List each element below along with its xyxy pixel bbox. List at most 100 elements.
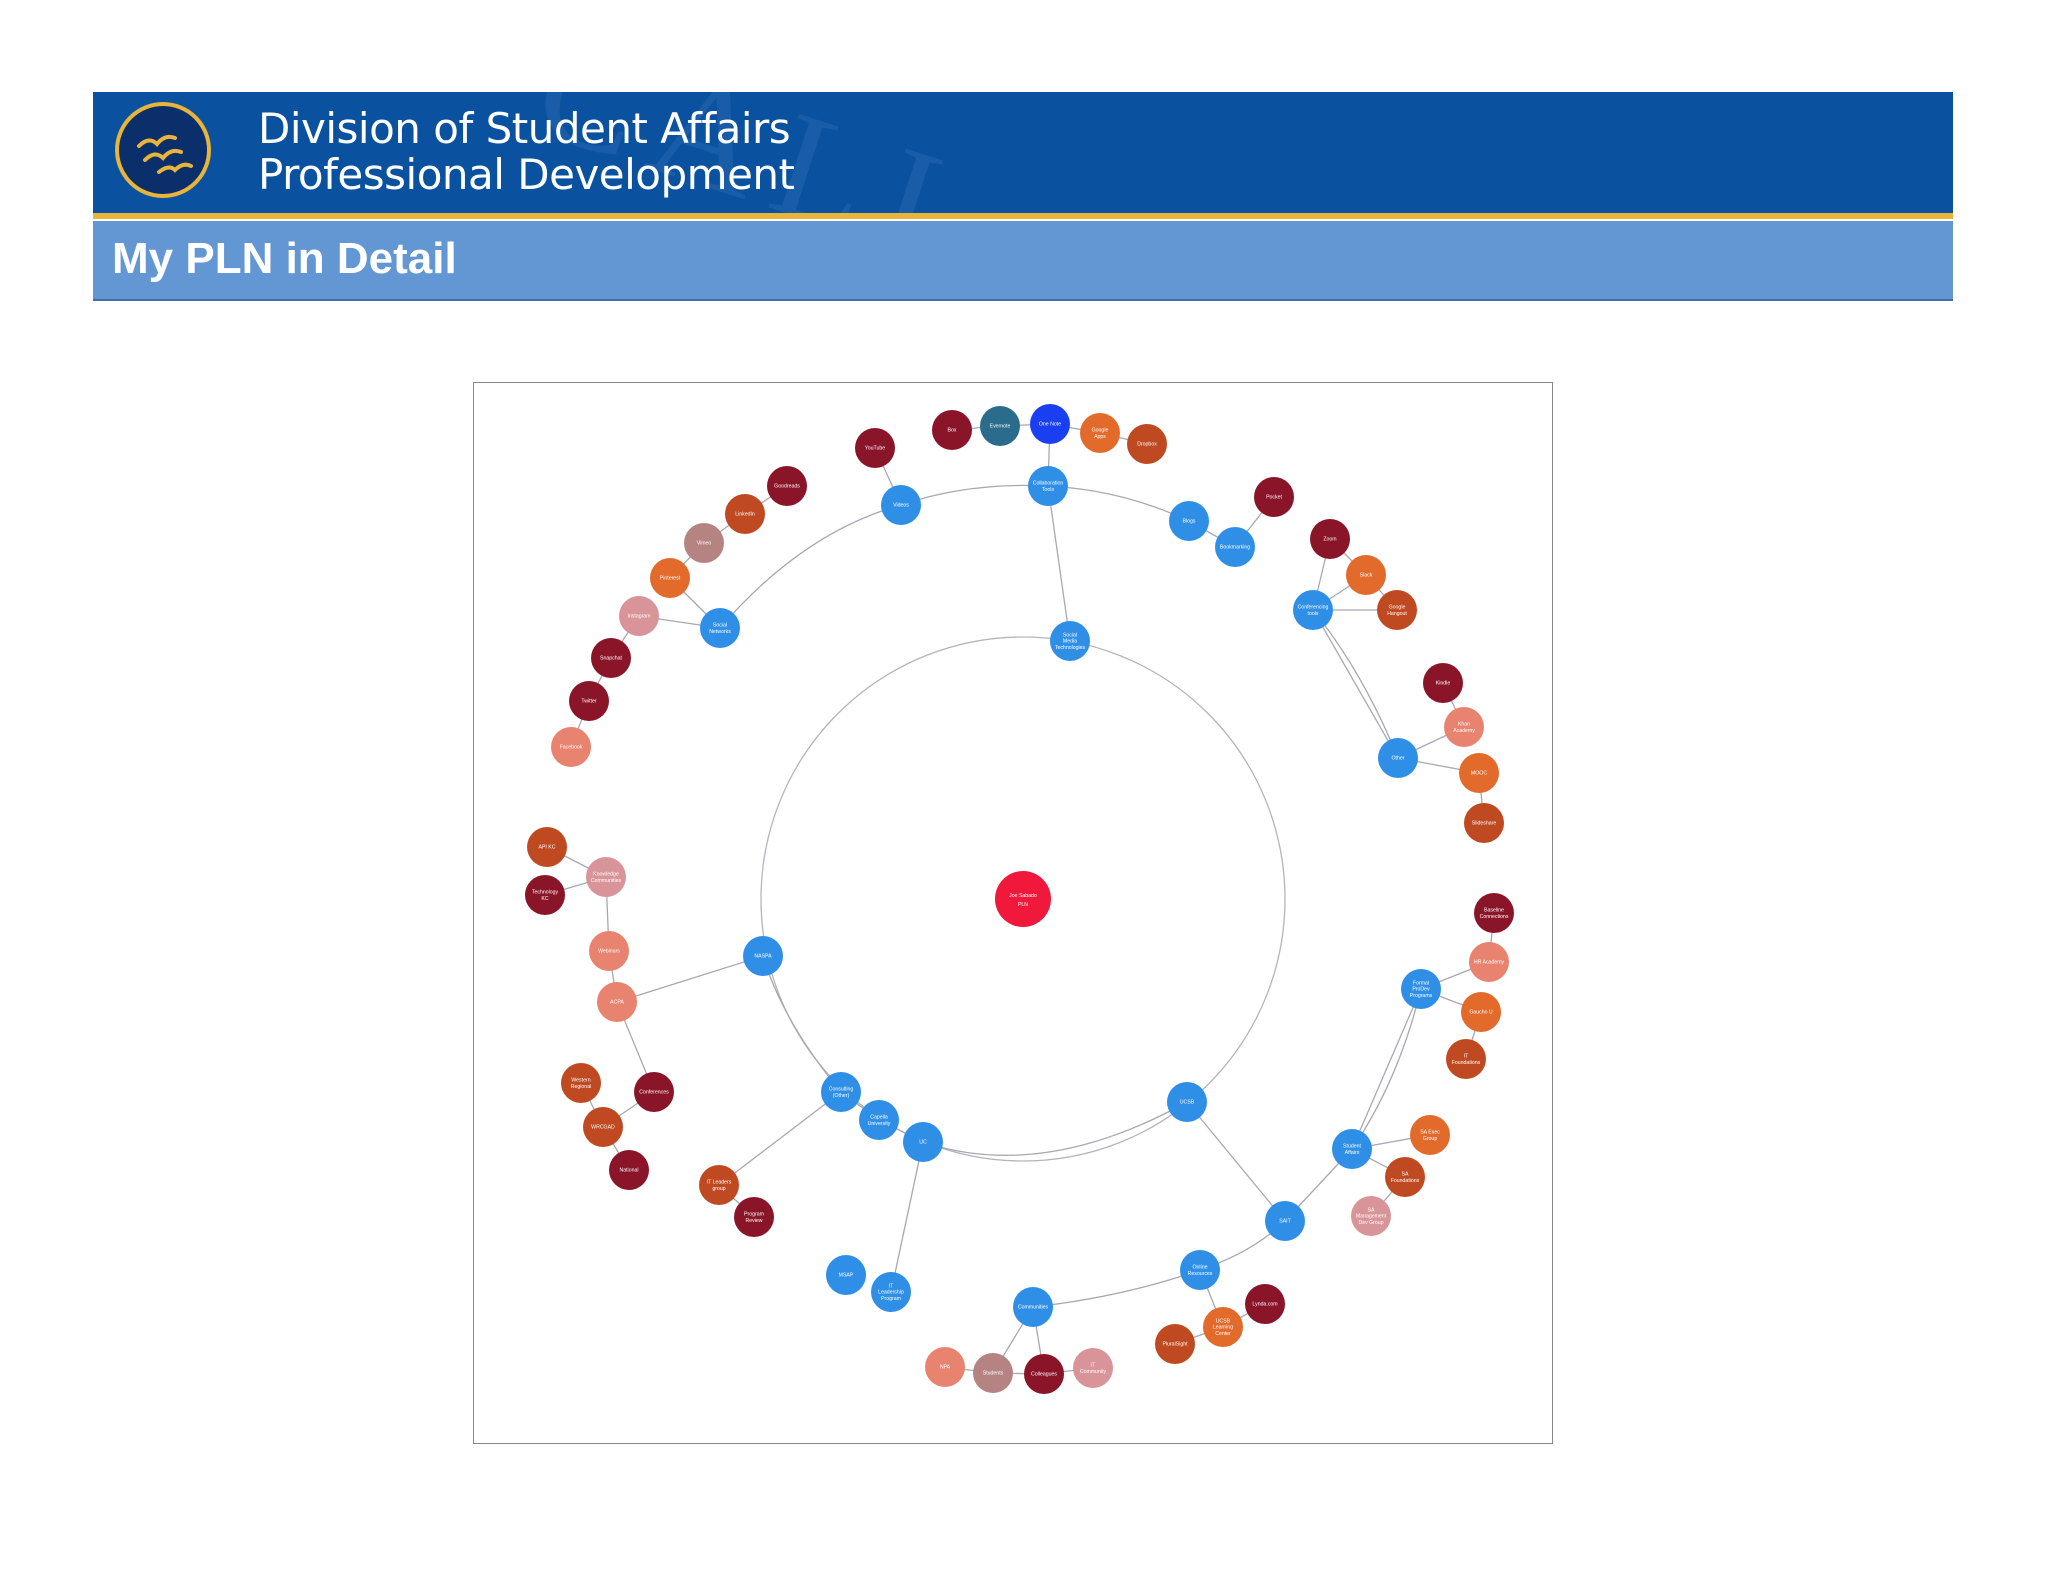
- node-circle-baseline: [1474, 893, 1514, 933]
- node-facebook[interactable]: Facebook: [551, 727, 591, 767]
- banner-stripe: [93, 213, 1953, 219]
- node-lynda[interactable]: Lynda.com: [1245, 1284, 1285, 1324]
- node-circle-other: [1378, 738, 1418, 778]
- node-national[interactable]: National: [609, 1150, 649, 1190]
- node-msap[interactable]: MSAP: [826, 1255, 866, 1295]
- node-vimeo[interactable]: Vimeo: [684, 523, 724, 563]
- node-mooc[interactable]: MOOC: [1459, 753, 1499, 793]
- node-pinterest[interactable]: Pinterest: [650, 558, 690, 598]
- ring-arc-6: [1032, 1269, 1201, 1308]
- node-label-ucsblc: UCSB: [1216, 1319, 1231, 1325]
- node-label-safound: Foundations: [1391, 1178, 1420, 1184]
- node-students[interactable]: Students: [973, 1353, 1013, 1393]
- node-label-slideshare: Slideshare: [1472, 821, 1497, 827]
- node-kindle[interactable]: Kindle: [1423, 663, 1463, 703]
- node-circle-uc: [903, 1122, 943, 1162]
- node-label-sa: Affairs: [1345, 1150, 1360, 1156]
- node-conferences[interactable]: Conferences: [634, 1072, 674, 1112]
- node-blogs[interactable]: Blogs: [1169, 501, 1209, 541]
- node-natspa[interactable]: NASPA: [743, 936, 783, 976]
- node-wrcgad[interactable]: WRCGAD: [583, 1107, 623, 1147]
- node-label-conferences: Conferences: [639, 1090, 669, 1096]
- node-snapchat[interactable]: Snapchat: [591, 638, 631, 678]
- node-circle-progrev: [734, 1197, 774, 1237]
- node-hrac[interactable]: HR Academy: [1469, 942, 1509, 982]
- node-acpa[interactable]: ACPA: [597, 982, 637, 1022]
- node-circle-hangout: [1377, 590, 1417, 630]
- node-label-facebook: Facebook: [560, 745, 583, 751]
- node-goodreads[interactable]: Goodreads: [767, 466, 807, 506]
- node-circle-webinars: [589, 931, 629, 971]
- node-pocket[interactable]: Pocket: [1254, 477, 1294, 517]
- node-label-pluralsight: PluralSight: [1162, 1342, 1188, 1348]
- node-communities[interactable]: Communities: [1013, 1287, 1053, 1327]
- edge-uc-itlp: [890, 1141, 924, 1293]
- node-circle-knowledge: [586, 857, 626, 897]
- node-ucsb[interactable]: UCSB: [1167, 1082, 1207, 1122]
- node-consulting[interactable]: Consulting(Other): [821, 1072, 861, 1112]
- node-label-apikc: API KC: [538, 845, 555, 851]
- node-pluralsight[interactable]: PluralSight: [1155, 1324, 1195, 1364]
- node-label-collab: Tools: [1042, 487, 1055, 493]
- node-circle-vimeo: [684, 523, 724, 563]
- node-label-lynda: Lynda.com: [1252, 1302, 1277, 1308]
- node-colleagues[interactable]: Colleagues: [1024, 1354, 1064, 1394]
- node-label-itleaders: group: [712, 1186, 725, 1192]
- node-instagram[interactable]: Instagram: [619, 596, 659, 636]
- node-label-box: Box: [948, 428, 957, 434]
- node-center[interactable]: Joe Sabado PLN: [995, 871, 1051, 927]
- node-slideshare[interactable]: Slideshare: [1464, 803, 1504, 843]
- node-sait[interactable]: SAIT: [1265, 1201, 1305, 1241]
- node-label-online: Online: [1193, 1265, 1208, 1271]
- ring-arc-1: [900, 484, 1049, 506]
- node-dropbox[interactable]: Dropbox: [1127, 424, 1167, 464]
- node-circle-sa: [1332, 1129, 1372, 1169]
- node-circle-communities: [1013, 1287, 1053, 1327]
- node-linkedin[interactable]: LinkedIn: [725, 494, 765, 534]
- node-evernote[interactable]: Evernote: [980, 406, 1020, 446]
- node-slack[interactable]: Slack: [1346, 555, 1386, 595]
- node-bookmark[interactable]: Bookmarking: [1215, 527, 1255, 567]
- node-youtube[interactable]: YouTube: [855, 428, 895, 468]
- node-videos[interactable]: Videos: [881, 485, 921, 525]
- node-twitter[interactable]: Twitter: [569, 681, 609, 721]
- node-label-knowledge: Communities: [591, 878, 622, 884]
- node-circle-conferences: [634, 1072, 674, 1112]
- edge-consulting-itleaders: [718, 1091, 842, 1186]
- node-zoom[interactable]: Zoom: [1310, 519, 1350, 559]
- node-npa[interactable]: NPA: [925, 1347, 965, 1387]
- node-circle-samgmt: [1351, 1196, 1391, 1236]
- node-other[interactable]: Other: [1378, 738, 1418, 778]
- node-gauchou[interactable]: Gaucho U: [1461, 992, 1501, 1032]
- node-label-itleaders: IT Leaders: [707, 1180, 732, 1186]
- node-uc[interactable]: UC: [903, 1122, 943, 1162]
- node-box[interactable]: Box: [932, 410, 972, 450]
- node-apikc[interactable]: API KC: [527, 827, 567, 867]
- node-onenote[interactable]: One Note: [1030, 404, 1070, 444]
- node-webinars[interactable]: Webinars: [589, 931, 629, 971]
